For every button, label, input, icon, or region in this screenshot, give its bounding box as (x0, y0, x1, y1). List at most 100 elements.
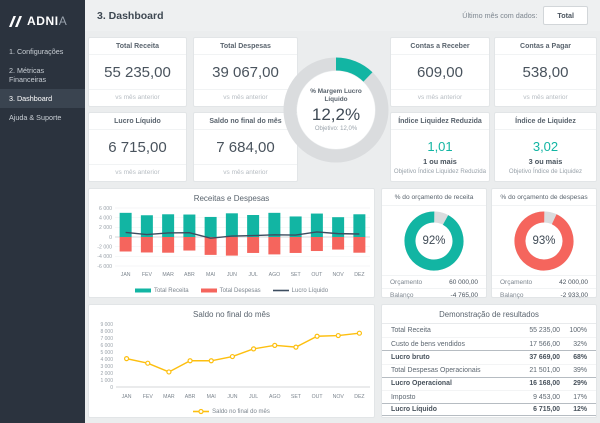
table-row-percent: 32% (560, 341, 587, 348)
svg-text:ABR: ABR (184, 272, 195, 278)
gauge-objective: Objetivo: 12,0% (315, 126, 357, 132)
saldo-chart-card: Saldo no final do mês 9 0008 0007 0006 0… (88, 304, 375, 418)
kpi-subtitle: vs mês anterior (194, 164, 297, 181)
table-row-value: 37 669,00 (502, 354, 560, 361)
sidebar-item-3-dashboard[interactable]: 3. Dashboard (0, 89, 85, 108)
legend-item: Saldo no final do mês (193, 408, 270, 415)
legend-label: Total Despesas (220, 288, 261, 294)
svg-text:MAI: MAI (207, 394, 216, 400)
table-row-value: 17 566,00 (502, 341, 560, 348)
table-row-label: Total Receita (391, 327, 502, 334)
table-row: Total Despesas Operacionais21 501,0039% (382, 364, 596, 377)
svg-text:OUT: OUT (311, 272, 323, 278)
svg-text:4 000: 4 000 (100, 357, 113, 363)
sidebar-item-2-m-tricas-financeiras[interactable]: 2. Métricas Financeiras (0, 61, 85, 89)
logo-text: ADNIA (27, 14, 67, 28)
chart-title: Saldo no final do mês (89, 305, 374, 319)
kpi-value: 609,00 (391, 55, 489, 89)
kpi-value: 6 715,00 (89, 130, 186, 164)
legend-item: Total Receita (135, 287, 189, 294)
kpi-card-lucro-liquido: Lucro Líquido 6 715,00 vs mês anterior (88, 112, 187, 182)
table-row-percent: 100% (560, 327, 587, 334)
budget-rows: Orçamento60 000,00 Balanço -4 765,00 (382, 275, 486, 301)
svg-text:1 000: 1 000 (100, 378, 113, 384)
month-filter-button[interactable]: Total (543, 6, 588, 25)
budget-row: Orçamento60 000,00 (382, 275, 486, 288)
table-row-label: Custo de bens vendidos (391, 341, 502, 348)
kpi-card-total-receita: Total Receita 55 235,00 vs mês anterior (88, 37, 187, 107)
svg-text:-4 000: -4 000 (97, 254, 112, 260)
svg-text:ABR: ABR (185, 394, 196, 400)
budget-row-label: Balanço (390, 292, 414, 299)
chart-title: Receitas e Despesas (89, 189, 374, 203)
budget-row-value: -4 765,00 (451, 292, 478, 299)
svg-text:2 000: 2 000 (99, 225, 112, 231)
line-chart-legend: Saldo no final do mês (89, 408, 374, 415)
svg-text:SET: SET (291, 272, 302, 278)
filter-label: Último mês com dados: (462, 11, 537, 20)
kpi-title: Saldo no final do mês (194, 113, 297, 130)
budget-row-value: 42 000,00 (559, 279, 588, 286)
table-row: Total Receita55 235,00100% (382, 324, 596, 337)
table-row: Lucro Operacional16 168,0029% (382, 377, 596, 390)
budget-receita-donut: 92% (403, 210, 465, 272)
bar-chart-legend: Total Receita Total Despesas Lucro Líquido (89, 287, 374, 294)
svg-text:JUL: JUL (249, 272, 258, 278)
table-row-label: Lucro bruto (391, 354, 502, 361)
legend-label: Saldo no final do mês (212, 409, 270, 415)
kpi-title: Total Despesas (194, 38, 297, 55)
budget-rows: Orçamento 42 000,00 Balanço-2 933,00 (492, 275, 596, 301)
svg-text:8 000: 8 000 (100, 329, 113, 335)
kpi-title: Contas a Pagar (495, 38, 596, 55)
svg-text:JAN: JAN (121, 272, 131, 278)
budget-row: Balanço-2 933,00 (492, 288, 596, 301)
svg-text:2 000: 2 000 (100, 371, 113, 377)
ratio-target: 1 ou mais (391, 157, 489, 166)
ratio-objective-label: Objetivo Índice Liquidez Reduzida (391, 168, 489, 175)
svg-text:6 000: 6 000 (99, 206, 112, 212)
saldo-line-chart: 9 0008 0007 0006 0005 0004 0003 0002 000… (89, 319, 374, 402)
svg-text:-6 000: -6 000 (97, 264, 112, 270)
sidebar-item-1-configura-es[interactable]: 1. Configurações (0, 42, 85, 61)
table-row-value: 6 715,00 (502, 406, 560, 413)
kpi-value: 538,00 (495, 55, 596, 89)
donut-title: % do orçamento de receita (382, 189, 486, 206)
svg-text:MAI: MAI (206, 272, 215, 278)
svg-text:AGO: AGO (269, 394, 281, 400)
sidebar-item-ajuda-suporte[interactable]: Ajuda & Suporte (0, 108, 85, 127)
gauge-title: % Margem Lucro Líquido (304, 88, 368, 105)
income-statement-card: Demonstração de resultados Total Receita… (381, 304, 597, 418)
kpi-card-contas-receber: Contas a Receber 609,00 vs mês anterior (390, 37, 490, 107)
svg-text:OUT: OUT (312, 394, 324, 400)
svg-text:-2 000: -2 000 (97, 244, 112, 250)
table-row-value: 21 501,00 (502, 367, 560, 374)
budget-row-label: Balanço (500, 292, 524, 299)
svg-text:JUN: JUN (227, 394, 237, 400)
table-row-label: Total Despesas Operacionais (391, 367, 502, 374)
svg-text:JAN: JAN (122, 394, 132, 400)
budget-row-label: Orçamento (500, 279, 532, 286)
ratio-value: 1,01 (391, 139, 489, 154)
budget-row: Balanço -4 765,00 (382, 288, 486, 301)
svg-text:0: 0 (110, 385, 113, 391)
budget-despesas-donut: 93% (513, 210, 575, 272)
kpi-subtitle: vs mês anterior (391, 89, 489, 106)
legend-item: Lucro Líquido (273, 287, 328, 294)
sidebar-menu: 1. Configurações2. Métricas Financeiras3… (0, 42, 85, 127)
svg-text:JUN: JUN (227, 272, 237, 278)
svg-text:4 000: 4 000 (99, 215, 112, 221)
sidebar: ADNIA 1. Configurações2. Métricas Financ… (0, 0, 85, 423)
svg-text:0: 0 (109, 235, 112, 241)
svg-text:5 000: 5 000 (100, 350, 113, 356)
page-title: 3. Dashboard (97, 10, 164, 22)
table-row-percent: 68% (560, 354, 587, 361)
svg-text:NOV: NOV (333, 272, 345, 278)
kpi-subtitle: vs mês anterior (194, 89, 297, 106)
margin-gauge: % Margem Lucro Líquido 12,2% Objetivo: 1… (283, 57, 389, 163)
svg-text:DEZ: DEZ (354, 394, 364, 400)
table-row-value: 55 235,00 (502, 327, 560, 334)
svg-text:FEV: FEV (143, 394, 154, 400)
legend-swatch (135, 287, 151, 294)
donut-percent: 93% (513, 210, 575, 272)
kpi-value: 7 684,00 (194, 130, 297, 164)
